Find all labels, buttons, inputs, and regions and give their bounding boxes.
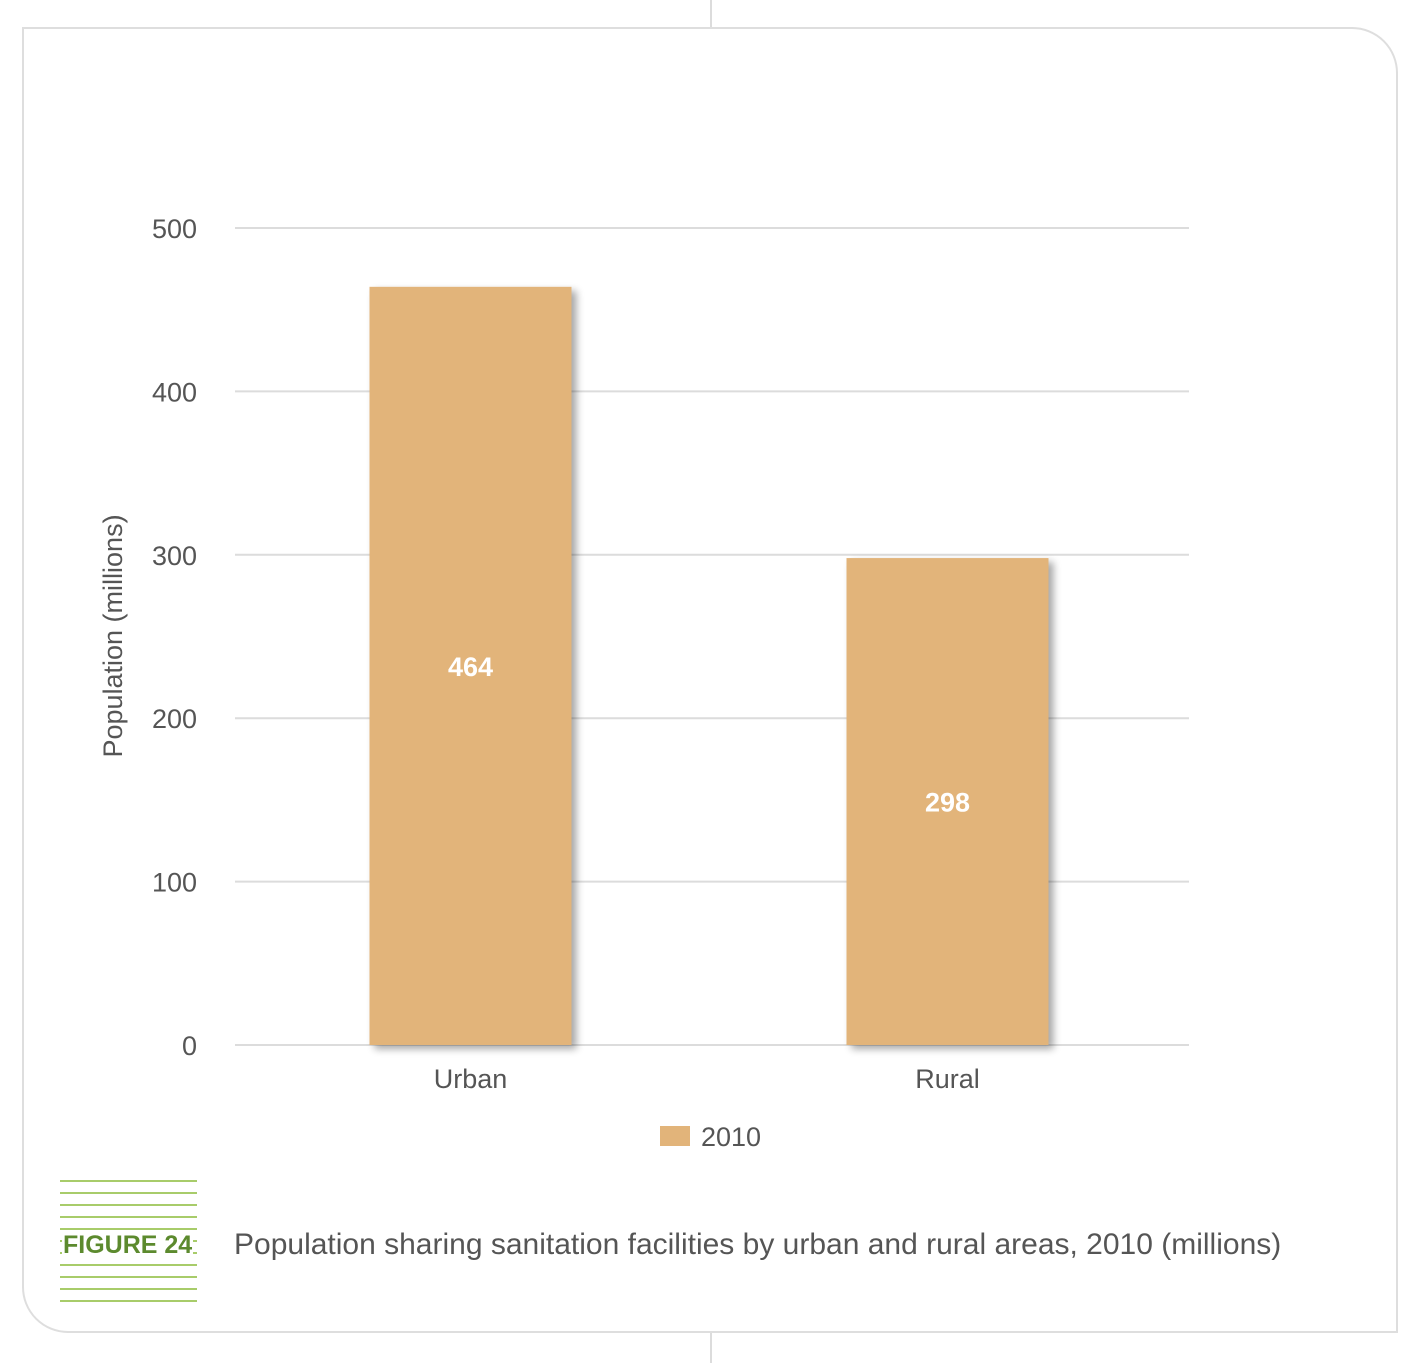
data-label-urban: 464 (448, 652, 493, 682)
bottom-divider-tick (710, 1333, 712, 1363)
legend-label: 2010 (701, 1122, 761, 1152)
bars: 464 298 (369, 286, 1049, 1046)
bar-urban (369, 286, 572, 1046)
figure-number: FIGURE 24 (62, 1231, 194, 1259)
top-divider-tick (710, 0, 712, 28)
y-tick-label-400: 400 (152, 377, 197, 407)
x-axis-ticks: Urban Rural (434, 1064, 980, 1094)
legend-swatch (660, 1126, 690, 1146)
figure-panel (22, 27, 1398, 1333)
y-tick-label-200: 200 (152, 704, 197, 734)
y-tick-label-500: 500 (152, 214, 197, 244)
y-axis-ticks: 0 100 200 300 400 500 (152, 214, 197, 1061)
y-tick-label-300: 300 (152, 541, 197, 571)
y-tick-label-100: 100 (152, 868, 197, 898)
data-label-rural: 298 (925, 788, 970, 818)
x-tick-label-urban: Urban (434, 1064, 508, 1094)
legend: 2010 (660, 1122, 761, 1152)
y-tick-label-0: 0 (182, 1031, 197, 1061)
x-tick-label-rural: Rural (915, 1064, 980, 1094)
bar-rural (846, 558, 1049, 1045)
y-axis-label: Population (millions) (98, 514, 128, 757)
figure-caption: Population sharing sanitation facilities… (234, 1228, 1282, 1261)
